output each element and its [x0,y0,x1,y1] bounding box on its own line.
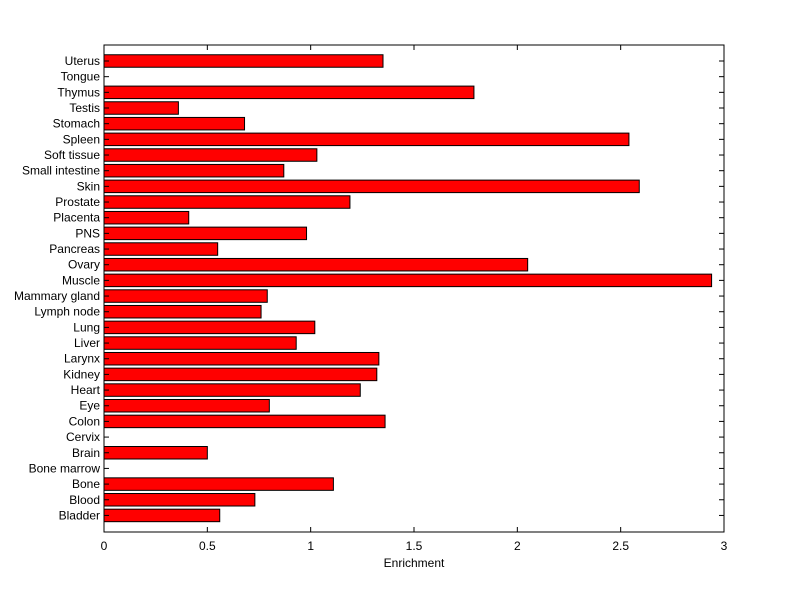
bar-bone [103,477,334,491]
y-tick-label: PNS [75,226,100,240]
bar-testis [103,101,179,115]
y-tick-label: Lung [73,320,100,334]
y-tick-label: Skin [77,179,100,193]
y-tick-label: Ovary [68,258,100,272]
bar-colon [103,414,386,429]
bar-prostate [103,195,351,209]
x-tick-label: 1 [307,539,314,553]
x-tick-label: 0.5 [199,539,216,553]
bar-larynx [103,351,380,366]
y-tick-label: Bone [72,477,100,491]
bar-pancreas [103,242,219,256]
bar-placenta [103,210,190,225]
y-tick-label: Testis [69,101,100,115]
plot-frame [103,44,725,533]
y-tick-label: Muscle [62,273,100,287]
y-tick-label: Spleen [63,132,100,146]
x-tick-label: 2.5 [612,539,629,553]
x-axis-title: Enrichment [384,556,445,570]
y-tick-label: Uterus [65,54,100,68]
bar-eye [103,398,270,413]
y-tick-label: Lymph node [34,305,100,319]
bar-stomach [103,116,246,131]
bar-muscle [103,273,713,288]
bar-small-intestine [103,163,285,178]
y-tick-label: Thymus [57,85,100,99]
bar-mammary-gland [103,289,268,303]
x-tick-label: 0 [101,539,108,553]
y-tick-label: Larynx [64,352,100,366]
y-tick-label: Placenta [53,211,100,225]
y-tick-label: Bladder [59,508,100,522]
y-tick-label: Eye [79,399,100,413]
bar-uterus [103,54,384,68]
y-tick-label: Cervix [66,430,100,444]
x-tick-label: 2 [514,539,521,553]
bar-liver [103,336,297,350]
bar-blood [103,493,256,507]
bar-lymph-node [103,304,262,319]
bar-ovary [103,257,529,272]
y-tick-label: Soft tissue [44,148,100,162]
y-tick-label: Prostate [55,195,100,209]
bar-bladder [103,508,221,523]
bar-thymus [103,85,475,100]
y-tick-label: Colon [69,414,100,428]
y-tick-label: Bone marrow [29,461,101,475]
y-tick-label: Mammary gland [14,289,100,303]
bar-spleen [103,132,630,147]
y-tick-label: Blood [69,493,100,507]
x-tick-label: 3 [721,539,728,553]
y-tick-label: Pancreas [49,242,100,256]
bar-lung [103,320,316,335]
y-tick-label: Small intestine [22,164,100,178]
bar-soft-tissue [103,148,318,162]
y-tick-label: Kidney [63,367,100,381]
y-tick-label: Brain [72,446,100,460]
bar-pns [103,226,308,241]
x-axis-ticks: 0 0.5 1 1.5 2 2.5 3 [101,45,728,553]
x-tick-label: 1.5 [406,539,423,553]
bar-brain [103,446,208,460]
y-tick-label: Heart [71,383,101,397]
bar-kidney [103,367,378,382]
bar-heart [103,383,361,397]
y-tick-label: Tongue [61,70,101,84]
y-tick-label: Liver [74,336,100,350]
y-tick-label: Stomach [53,117,100,131]
bar-skin [103,179,640,194]
